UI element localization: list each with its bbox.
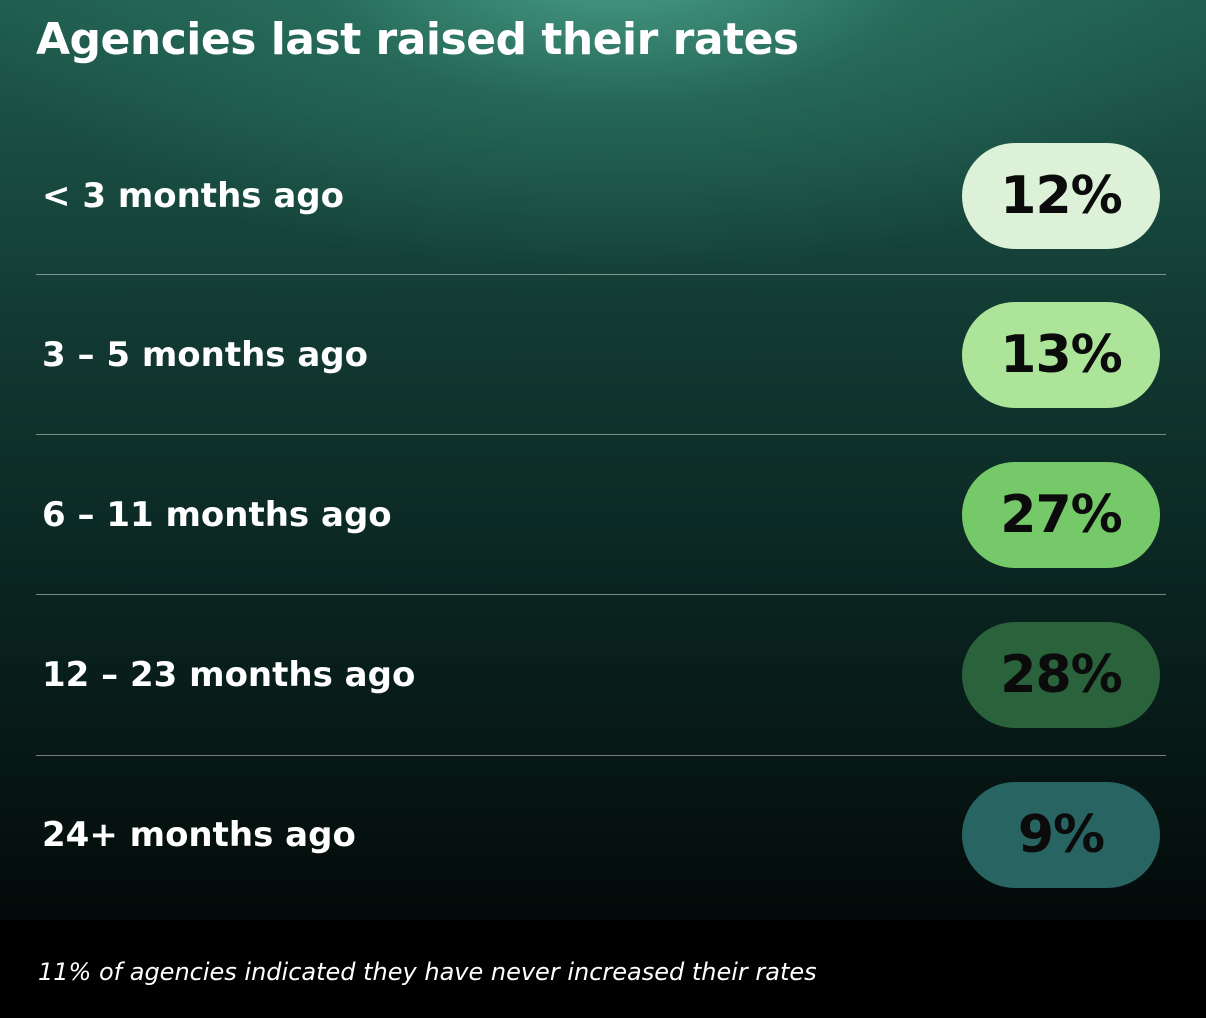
row-divider — [36, 755, 1166, 756]
footnote: 11% of agencies indicated they have neve… — [38, 958, 817, 986]
row-divider — [36, 434, 1166, 435]
row-divider — [36, 274, 1166, 275]
table-row: 24+ months ago 9% — [36, 755, 1166, 915]
chart-panel: Agencies last raised their rates < 3 mon… — [0, 0, 1206, 920]
row-label: < 3 months ago — [42, 176, 344, 216]
row-label: 6 – 11 months ago — [42, 495, 392, 535]
value-pill: 27% — [962, 462, 1160, 568]
row-divider — [36, 594, 1166, 595]
table-row: 12 – 23 months ago 28% — [36, 595, 1166, 755]
value-pill: 12% — [962, 143, 1160, 249]
row-label: 24+ months ago — [42, 815, 356, 855]
value-pill: 28% — [962, 622, 1160, 728]
row-label: 3 – 5 months ago — [42, 335, 368, 375]
table-row: 6 – 11 months ago 27% — [36, 435, 1166, 595]
value-pill: 9% — [962, 782, 1160, 888]
row-label: 12 – 23 months ago — [42, 655, 416, 695]
table-row: < 3 months ago 12% — [36, 116, 1166, 276]
value-pill: 13% — [962, 302, 1160, 408]
chart-title: Agencies last raised their rates — [36, 14, 799, 65]
table-row: 3 – 5 months ago 13% — [36, 275, 1166, 435]
